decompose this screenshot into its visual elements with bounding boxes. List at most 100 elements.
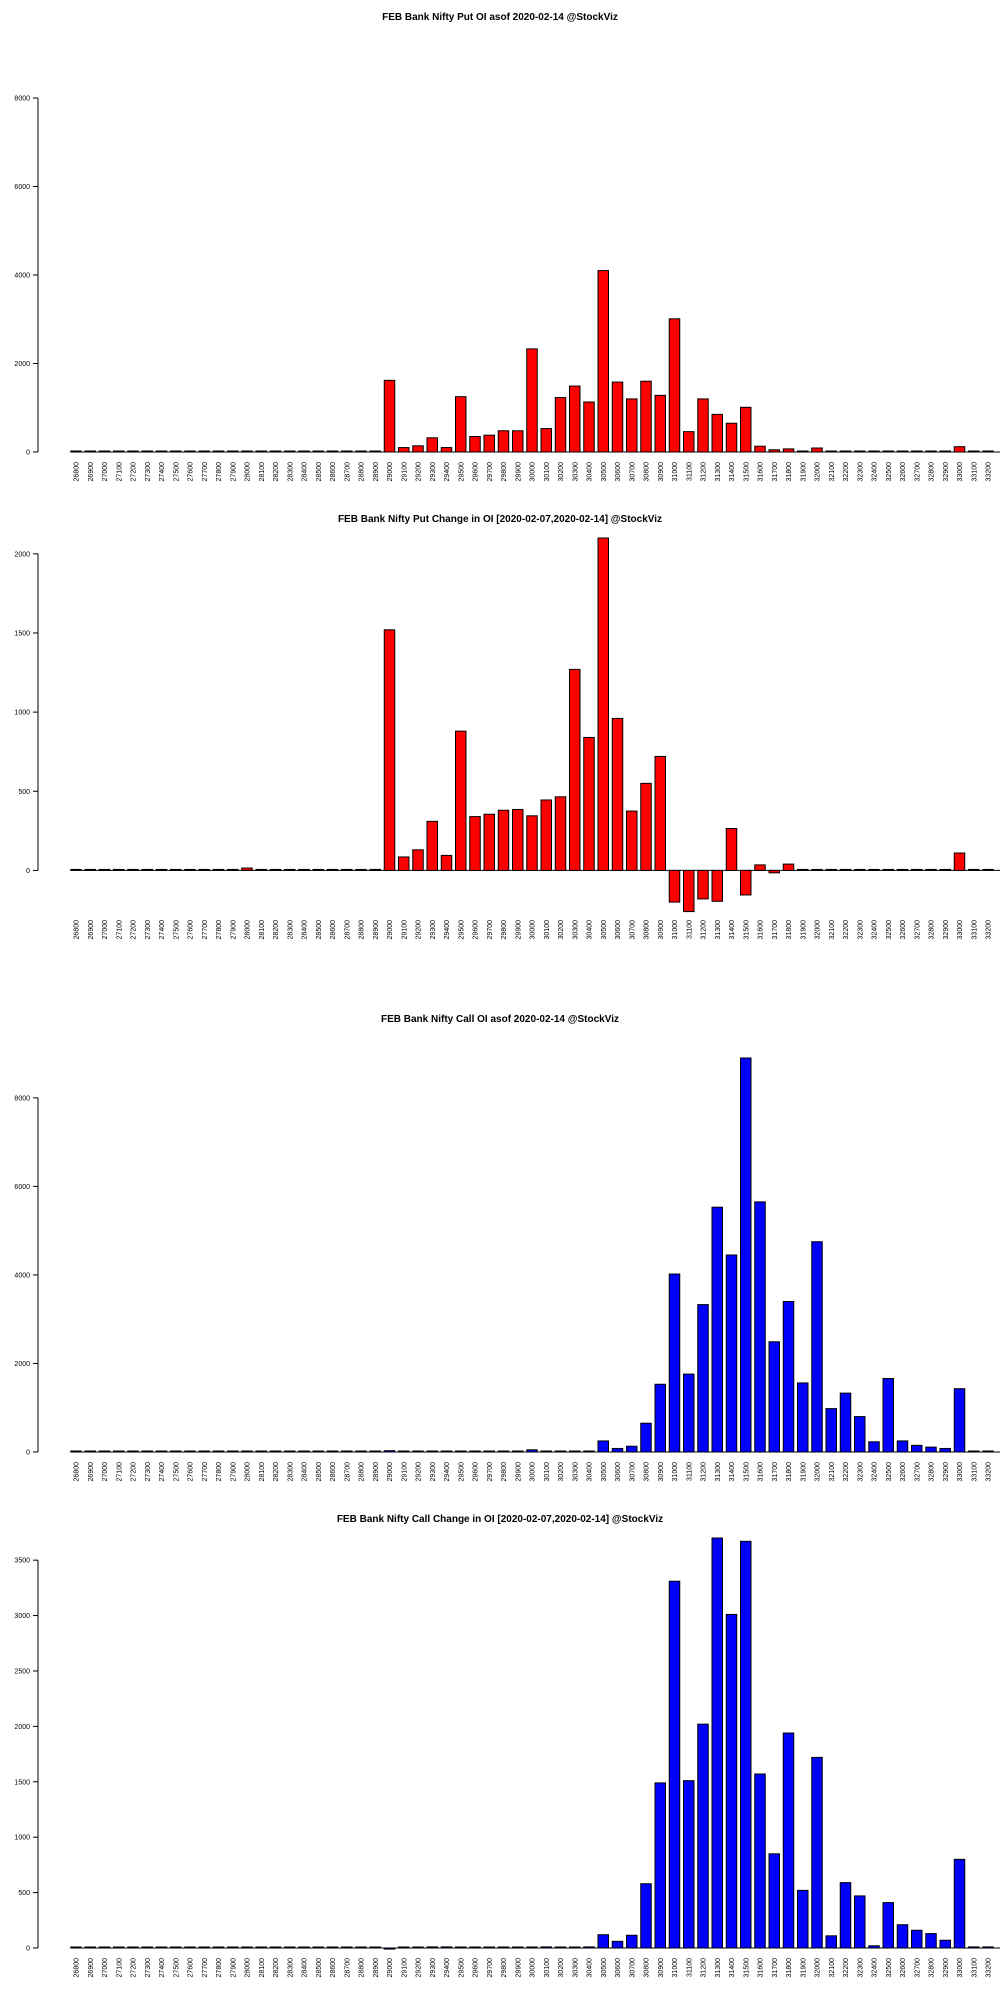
- x-tick-label: 29100: [401, 462, 408, 482]
- x-tick-label: 31000: [672, 1462, 679, 1482]
- bar-strike-26900: [84, 1946, 96, 1949]
- bar-strike-28700: [341, 868, 353, 871]
- x-tick-label: 26900: [88, 920, 95, 940]
- bar-strike-29300: [426, 1450, 438, 1453]
- y-tick-label: 0: [26, 450, 30, 457]
- chart-title: FEB Bank Nifty Call Change in OI [2020-0…: [337, 1514, 663, 1525]
- x-tick-label: 33000: [957, 920, 964, 940]
- bar-strike-27200: [127, 1946, 139, 1949]
- bar-strike-29800: [497, 1450, 510, 1453]
- x-tick-label: 32100: [829, 1958, 836, 1978]
- x-tick-label: 32900: [943, 1958, 950, 1978]
- bar-strike-31900: [797, 1382, 809, 1453]
- bar-strike-29100: [398, 1450, 410, 1453]
- x-tick-label: 31400: [729, 1958, 736, 1978]
- bar-strike-26800: [70, 868, 82, 871]
- x-tick-label: 31900: [800, 462, 807, 482]
- x-tick-label: 31200: [701, 1958, 708, 1978]
- bar-strike-32200: [839, 868, 852, 871]
- x-tick-label: 30600: [615, 1462, 622, 1482]
- x-tick-label: 29400: [444, 920, 451, 940]
- x-tick-label: 27200: [131, 1462, 138, 1482]
- x-tick-label: 29000: [387, 1958, 394, 1978]
- bar-strike-31700: [768, 1341, 780, 1453]
- bar-strike-28200: [269, 1450, 282, 1453]
- bar-strike-28300: [284, 868, 296, 871]
- bar-strike-27900: [227, 450, 239, 453]
- bar-strike-28400: [298, 450, 310, 453]
- bar-strike-31600: [754, 864, 766, 871]
- x-tick-label: 29000: [387, 462, 394, 482]
- bar-strike-30400: [583, 401, 595, 453]
- x-tick-label: 29100: [401, 1958, 408, 1978]
- bar-strike-31200: [697, 398, 709, 453]
- x-tick-label: 32500: [886, 462, 893, 482]
- bar-strike-32000: [811, 1756, 823, 1949]
- bar-strike-31600: [754, 1201, 766, 1453]
- bar-strike-30300: [569, 385, 581, 453]
- x-tick-label: 27600: [188, 1462, 195, 1482]
- x-tick-label: 30000: [530, 462, 537, 482]
- bar-strike-28100: [255, 450, 267, 453]
- bar-strike-29900: [512, 1450, 524, 1453]
- x-tick-label: 27600: [188, 920, 195, 940]
- x-tick-label: 26900: [88, 1958, 95, 1978]
- bar-strike-32000: [811, 868, 823, 871]
- bar-strike-33000: [953, 1388, 966, 1453]
- x-tick-label: 26900: [88, 1462, 95, 1482]
- x-tick-label: 28500: [316, 1462, 323, 1482]
- bar-strike-26800: [70, 1450, 82, 1453]
- bar-strike-32900: [939, 1939, 951, 1949]
- bar-strike-27500: [170, 1450, 182, 1453]
- x-tick-label: 29500: [458, 462, 465, 482]
- bar-strike-29900: [512, 430, 524, 453]
- bar-strike-30600: [611, 1447, 624, 1453]
- x-tick-label: 27700: [202, 1958, 209, 1978]
- x-tick-label: 27700: [202, 1462, 209, 1482]
- bar-strike-29000: [383, 379, 396, 453]
- x-tick-label: 32800: [929, 462, 936, 482]
- bar-strike-27300: [141, 868, 153, 871]
- x-tick-label: 28200: [273, 920, 280, 940]
- bar-strike-30700: [626, 1934, 638, 1949]
- x-tick-label: 27800: [216, 462, 223, 482]
- bar-strike-28200: [269, 868, 282, 871]
- y-tick-label: 8000: [14, 1095, 30, 1102]
- bar-strike-31200: [697, 1723, 709, 1949]
- x-tick-label: 27000: [102, 1958, 109, 1978]
- bar-strike-28800: [355, 1946, 367, 1949]
- x-tick-label: 32300: [857, 1958, 864, 1978]
- bar-strike-28200: [269, 450, 282, 453]
- bar-strike-29700: [483, 1946, 495, 1949]
- x-tick-label: 29500: [458, 1958, 465, 1978]
- bar-strike-30200: [554, 796, 567, 871]
- x-tick-label: 32300: [857, 1462, 864, 1482]
- bar-strike-33000: [953, 446, 966, 453]
- x-tick-label: 32500: [886, 1462, 893, 1482]
- x-tick-label: 31700: [772, 1958, 779, 1978]
- x-tick-label: 30800: [644, 1958, 651, 1978]
- x-tick-label: 30000: [530, 1462, 537, 1482]
- x-tick-label: 28800: [359, 1462, 366, 1482]
- bar-strike-28300: [284, 1450, 296, 1453]
- x-tick-label: 30200: [558, 920, 565, 940]
- bar-strike-28500: [312, 868, 324, 871]
- bar-strike-31900: [797, 1889, 809, 1949]
- y-tick-label: 4000: [14, 1272, 30, 1279]
- bar-strike-27500: [170, 1946, 182, 1949]
- y-tick-label: 2500: [14, 1668, 30, 1675]
- x-tick-label: 31800: [786, 1462, 793, 1482]
- bar-strike-27300: [141, 450, 153, 453]
- bar-strike-32800: [925, 1933, 937, 1949]
- bar-strike-28000: [241, 867, 253, 871]
- x-tick-label: 32500: [886, 1958, 893, 1978]
- x-tick-label: 28600: [330, 1958, 337, 1978]
- x-tick-label: 28700: [344, 920, 351, 940]
- x-tick-label: 27200: [131, 1958, 138, 1978]
- x-tick-label: 27200: [131, 462, 138, 482]
- x-tick-label: 27900: [230, 920, 237, 940]
- x-tick-label: 31600: [758, 1462, 765, 1482]
- x-tick-label: 27900: [230, 1958, 237, 1978]
- x-tick-label: 30500: [601, 1462, 608, 1482]
- x-tick-label: 31100: [686, 920, 693, 939]
